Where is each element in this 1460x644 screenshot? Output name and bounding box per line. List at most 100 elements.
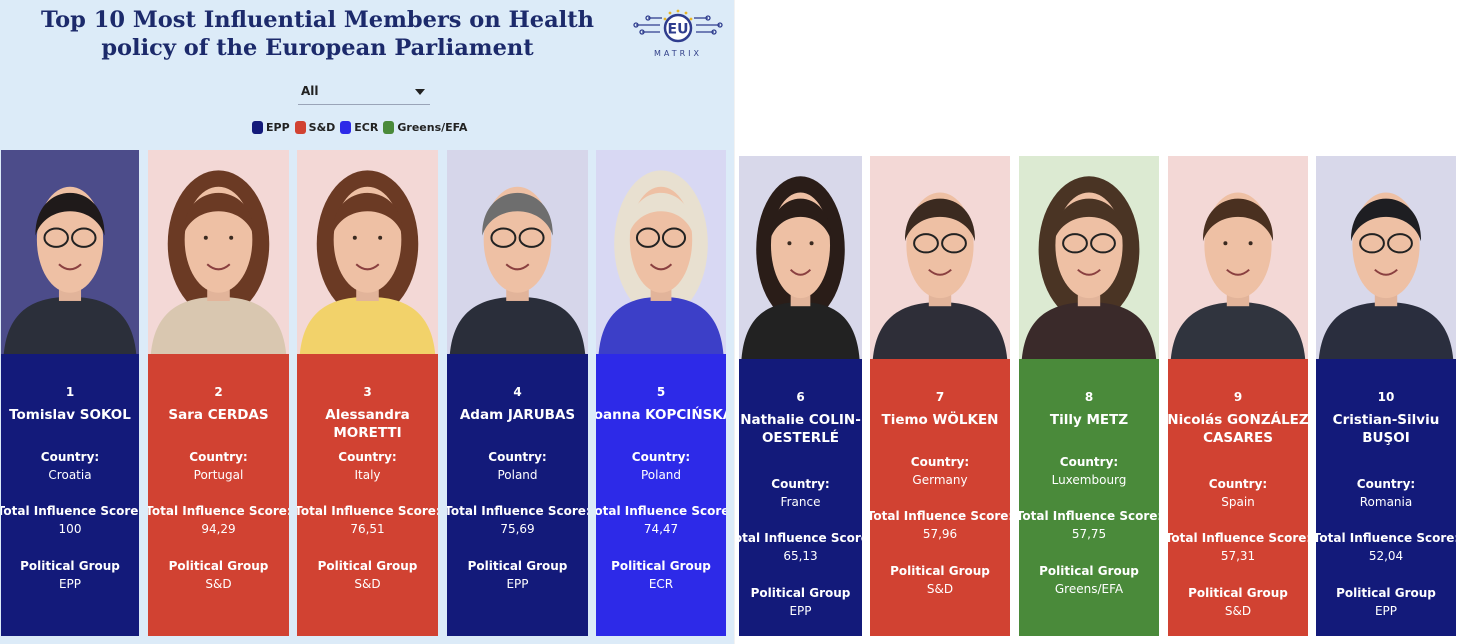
- country-label: Country:: [488, 450, 547, 464]
- legend-item: Greens/EFA: [383, 120, 468, 134]
- political-group-value: S&D: [926, 582, 954, 596]
- member-card[interactable]: 1 Tomislav SOKOL Country: Croatia Total Infl…: [1, 150, 139, 636]
- logo-wordmark: MATRIX: [653, 49, 703, 58]
- legend-item: ECR: [340, 120, 379, 134]
- country: Country: Croatia: [1, 450, 139, 482]
- member-rank: 2: [214, 385, 223, 399]
- influence-score: Total Influence Score: 100: [1, 504, 139, 536]
- influence-score-value: 52,04: [1368, 549, 1404, 563]
- legend-swatch: [383, 120, 395, 134]
- influence-score: Total Influence Score: 57,31: [1168, 531, 1308, 563]
- member-photo: [870, 156, 1010, 359]
- political-group: Political Group S&D: [148, 559, 289, 591]
- member-photo: [1168, 156, 1308, 359]
- legend-item: EPP: [252, 120, 290, 134]
- member-card[interactable]: 8 Tilly METZ Country: Luxembourg Total Influ…: [1019, 156, 1159, 636]
- political-group: Political Group EPP: [739, 586, 862, 618]
- political-group-value: S&D: [354, 577, 381, 591]
- legend-label: ECR: [354, 120, 379, 134]
- influence-score: Total Influence Score: 94,29: [148, 504, 289, 536]
- member-info: 4 Adam JARUBAS Country: Poland Total Influen…: [447, 354, 588, 636]
- political-group: Political Group S&D: [297, 559, 438, 591]
- chevron-down-icon: [415, 89, 425, 95]
- member-rank: 4: [513, 385, 522, 399]
- country-value: Poland: [497, 468, 538, 482]
- influence-score-label: Total Influence Score:: [739, 531, 862, 545]
- svg-text:EU: EU: [668, 22, 689, 38]
- country-value: Portugal: [193, 468, 244, 482]
- influence-score-label: Total Influence Score:: [1168, 531, 1308, 545]
- political-group-value: EPP: [1374, 604, 1398, 618]
- political-group-value: EPP: [58, 577, 82, 591]
- country: Country: Romania: [1316, 477, 1456, 509]
- member-photo: [739, 156, 862, 359]
- legend-label: Greens/EFA: [397, 120, 468, 134]
- member-info: 9 Nicolás GONZÁLEZ CASARES Country: Spain To…: [1168, 359, 1308, 636]
- member-rank: 6: [796, 390, 805, 404]
- influence-score: Total Influence Score: 76,51: [297, 504, 438, 536]
- political-group-label: Political Group: [1188, 586, 1288, 600]
- member-name: Tiemo WÖLKEN: [881, 412, 999, 428]
- member-name: Nicolás GONZÁLEZ CASARES: [1168, 412, 1308, 446]
- member-photo: [148, 150, 289, 354]
- country-value: Spain: [1221, 495, 1255, 509]
- country-label: Country:: [1059, 455, 1119, 469]
- political-group-value: ECR: [648, 577, 674, 591]
- member-info: 1 Tomislav SOKOL Country: Croatia Total Infl…: [1, 354, 139, 636]
- influence-score: Total Influence Score: 74,47: [596, 504, 726, 536]
- member-card[interactable]: 3 Alessandra MORETTI Country: Italy Total In…: [297, 150, 438, 636]
- influence-score-label: Total Influence Score:: [1019, 509, 1159, 523]
- influence-score-label: Total Influence Score:: [596, 504, 726, 518]
- country: Country: Poland: [596, 450, 726, 482]
- political-group-label: Political Group: [1039, 564, 1139, 578]
- member-name: Nathalie COLIN-OESTERLÉ: [740, 412, 861, 446]
- country-value: Germany: [912, 473, 968, 487]
- member-name: Sara CERDAS: [168, 407, 269, 423]
- legend-swatch: [252, 120, 263, 134]
- member-card[interactable]: 9 Nicolás GONZÁLEZ CASARES Country: Spain To…: [1168, 156, 1308, 636]
- influence-score-label: Total Influence Score:: [297, 504, 438, 518]
- country-value: Romania: [1359, 495, 1413, 509]
- influence-score: Total Influence Score: 75,69: [447, 504, 588, 536]
- influence-score-value: 65,13: [783, 549, 818, 563]
- influence-score: Total Influence Score: 57,96: [870, 509, 1010, 541]
- member-rank: 3: [363, 385, 372, 399]
- member-info: 8 Tilly METZ Country: Luxembourg Total Influ…: [1019, 359, 1159, 636]
- political-group-label: Political Group: [467, 559, 568, 573]
- member-info: 6 Nathalie COLIN-OESTERLÉ Country: France To…: [739, 359, 862, 636]
- country: Country: Poland: [447, 450, 588, 482]
- political-group-label: Political Group: [168, 559, 269, 573]
- legend-swatch: [294, 120, 306, 134]
- member-card[interactable]: 7 Tiemo WÖLKEN Country: Germany Total Influe…: [870, 156, 1010, 636]
- influence-score-value: 57,96: [922, 527, 958, 541]
- member-info: 7 Tiemo WÖLKEN Country: Germany Total Influe…: [870, 359, 1010, 636]
- country-label: Country:: [40, 450, 100, 464]
- member-info: 2 Sara CERDAS Country: Portugal Total Influe…: [148, 354, 289, 636]
- party-legend: EPP S&D ECR Greens/EFA: [252, 119, 467, 135]
- political-group-label: Political Group: [611, 559, 711, 573]
- eu-matrix-logo: EU MATRIX: [632, 8, 724, 58]
- political-group: Political Group EPP: [447, 559, 588, 591]
- influence-score-value: 76,51: [350, 522, 385, 536]
- member-card[interactable]: 4 Adam JARUBAS Country: Poland Total Influen…: [447, 150, 588, 636]
- member-card[interactable]: 10 Cristian-Silviu BUŞOI Country: Romania To…: [1316, 156, 1456, 636]
- influence-score-value: 75,69: [500, 522, 535, 536]
- member-rank: 10: [1377, 390, 1395, 404]
- legend-swatch: [340, 120, 352, 134]
- member-card[interactable]: 6 Nathalie COLIN-OESTERLÉ Country: France To…: [739, 156, 862, 636]
- group-filter-dropdown[interactable]: All: [298, 80, 430, 105]
- member-card[interactable]: 5 Joanna KOPCIŃSKA Country: Poland Total Inf…: [596, 150, 726, 636]
- member-name: Tilly METZ: [1049, 412, 1129, 428]
- member-info: 3 Alessandra MORETTI Country: Italy Total In…: [297, 354, 438, 636]
- country-value: Luxembourg: [1051, 473, 1127, 487]
- country-label: Country:: [910, 455, 970, 469]
- member-name: Adam JARUBAS: [459, 407, 576, 423]
- influence-score-value: 94,29: [201, 522, 236, 536]
- member-info: 5 Joanna KOPCIŃSKA Country: Poland Total Inf…: [596, 354, 726, 636]
- political-group-label: Political Group: [317, 559, 418, 573]
- member-card[interactable]: 2 Sara CERDAS Country: Portugal Total Influe…: [148, 150, 289, 636]
- influence-score: Total Influence Score: 52,04: [1316, 531, 1456, 563]
- member-photo: [1019, 156, 1159, 359]
- influence-score-value: 100: [58, 522, 82, 536]
- member-rank: 7: [935, 390, 945, 404]
